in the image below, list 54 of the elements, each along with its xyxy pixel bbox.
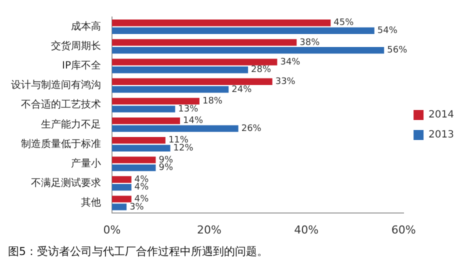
legend-label: 2014 — [428, 110, 454, 121]
bar — [112, 204, 127, 210]
bar — [112, 20, 331, 26]
x-tick-label: 0% — [103, 223, 121, 236]
y-tick-label: IP库不全 — [62, 60, 101, 72]
data-label: 54% — [377, 26, 398, 36]
bar — [112, 46, 384, 54]
bar — [112, 196, 132, 202]
bar — [112, 86, 229, 93]
data-label: 4% — [134, 182, 150, 193]
bar — [112, 137, 166, 144]
y-tick-label: 生产能力不足 — [41, 118, 101, 130]
y-tick-label: 其他 — [81, 196, 101, 209]
bar — [112, 176, 132, 183]
bar — [112, 98, 200, 105]
data-label: 3% — [130, 202, 144, 212]
data-label: 12% — [173, 144, 194, 154]
x-tick-label: 60% — [391, 223, 416, 236]
y-tick-label: 交货周期长 — [51, 40, 101, 52]
y-tick-label: 设计与制造间有鸿沟 — [11, 79, 101, 92]
data-label: 13% — [178, 104, 199, 114]
data-label: 38% — [300, 38, 320, 48]
data-label: 9% — [158, 163, 174, 174]
caption: 图5：受访者公司与代工厂合作过程中所遇到的问题。 — [8, 244, 269, 259]
bar — [112, 164, 156, 172]
data-label: 18% — [202, 96, 223, 107]
y-tick-label: 不合适的工艺技术 — [21, 98, 101, 111]
data-label: 56% — [387, 46, 408, 56]
y-tick-label: 制造质量低于标准 — [21, 138, 101, 150]
y-tick-label: 不满足测试要求 — [31, 177, 101, 190]
data-label: 28% — [251, 65, 272, 76]
data-label: 26% — [241, 124, 262, 134]
data-label: 24% — [232, 84, 252, 95]
data-label: 4% — [134, 194, 150, 204]
y-tick-label: 产量小 — [71, 157, 101, 170]
bar — [112, 106, 176, 112]
x-tick-label: 40% — [294, 223, 319, 236]
bar — [112, 78, 272, 85]
x-tick-label: 20% — [196, 223, 222, 236]
bar — [112, 117, 180, 124]
bar — [112, 58, 278, 66]
bar — [112, 184, 132, 191]
y-tick-label: 成本高 — [71, 20, 101, 32]
data-label: 33% — [275, 76, 296, 87]
data-label: 14% — [183, 116, 204, 126]
legend-label: 2013 — [428, 130, 454, 141]
bar — [112, 39, 297, 46]
bar — [112, 125, 238, 132]
data-label: 45% — [334, 18, 354, 28]
data-label: 34% — [280, 57, 301, 68]
bar — [112, 156, 156, 164]
bar — [112, 66, 248, 74]
bar — [112, 27, 374, 34]
bar — [112, 144, 170, 152]
